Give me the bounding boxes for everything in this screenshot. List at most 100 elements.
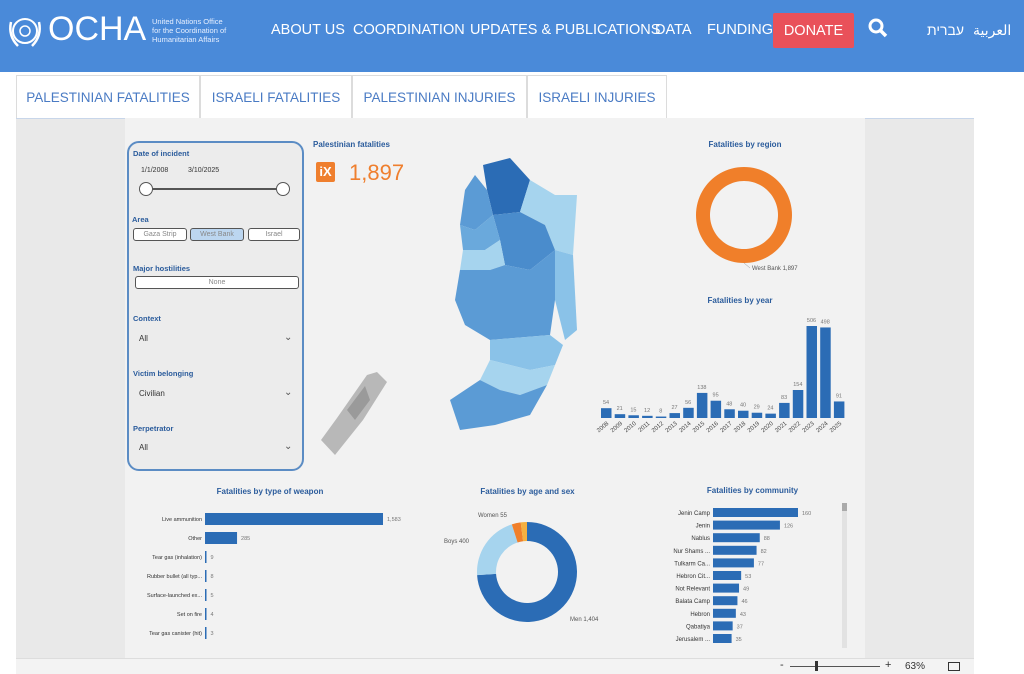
weapon-value-label: 285 [241, 536, 250, 542]
lang-arabic[interactable]: العربية [973, 22, 1012, 38]
weapon-bar [205, 627, 207, 639]
kpi-value: 1,897 [349, 160, 405, 185]
report-footer [16, 658, 974, 674]
community-value-label: 82 [761, 549, 767, 555]
chevron-down-icon[interactable]: ⌄ [284, 441, 293, 452]
boys-data-label: Boys 400 [444, 539, 470, 545]
year-bar [724, 409, 735, 418]
tab-israeli-injuries[interactable]: ISRAELI INJURIES [527, 75, 667, 118]
year-tick-label: 2009 [610, 421, 625, 435]
community-bar [713, 558, 754, 568]
weapon-bar-chart[interactable]: Live ammunition 1,583 Other 285 Tear gas (in… [125, 505, 425, 645]
community-value-label: 53 [745, 574, 751, 580]
tab-palestinian-injuries[interactable]: PALESTINIAN INJURIES [352, 75, 527, 118]
community-category-label: Qabatiya [686, 624, 711, 630]
community-value-label: 77 [758, 561, 764, 567]
donut-slice [511, 522, 524, 543]
victim-dropdown[interactable]: Civilian [139, 389, 165, 398]
community-value-label: 46 [741, 599, 747, 605]
chevron-down-icon[interactable]: ⌄ [284, 387, 293, 398]
community-bar [713, 520, 780, 530]
community-bar [713, 634, 732, 643]
year-bar-chart[interactable]: 54 2008 21 2009 15 2010 12 2011 8 2012 27 2013 56 201… [590, 310, 865, 440]
area-west-bank[interactable]: West Bank [190, 228, 244, 241]
community-category-label: Hebron Cit... [676, 574, 710, 580]
donut-slice [695, 167, 792, 263]
year-tick-label: 2015 [692, 421, 707, 435]
context-dropdown[interactable]: All [139, 334, 148, 343]
nav-about-us[interactable]: ABOUT US [271, 22, 345, 38]
year-tick-label: 2011 [638, 421, 652, 434]
fit-to-page-icon[interactable] [948, 662, 960, 671]
weapon-category-label: Tear gas (inhalation) [152, 555, 202, 561]
weapon-value-label: 1,583 [387, 517, 401, 523]
date-slider-start-handle[interactable] [139, 182, 153, 196]
date-slider-track[interactable] [147, 188, 283, 190]
year-value-label: 95 [713, 393, 719, 399]
tab-palestinian-fatalities[interactable]: PALESTINIAN FATALITIES [16, 75, 200, 118]
search-icon[interactable] [867, 17, 889, 39]
community-category-label: Nur Shams ... [673, 549, 710, 555]
lang-hebrew[interactable]: עברית [927, 22, 965, 38]
leader-line [743, 262, 751, 269]
donut-slice [477, 522, 577, 622]
area-israel[interactable]: Israel [248, 228, 300, 241]
community-bar [713, 608, 736, 618]
year-value-label: 91 [836, 393, 842, 399]
community-value-label: 88 [764, 536, 770, 542]
community-category-label: Jerusalem ... [676, 637, 711, 643]
weapon-category-label: Tear gas canister (hit) [149, 631, 202, 637]
year-bar [792, 390, 804, 418]
weapon-bar [205, 532, 238, 544]
year-tick-label: 2008 [596, 421, 611, 435]
community-value-label: 37 [737, 624, 743, 630]
west-bank-map[interactable] [315, 150, 585, 460]
nav-coordination[interactable]: COORDINATION [353, 22, 465, 38]
zoom-slider[interactable] [790, 666, 880, 667]
chevron-down-icon[interactable]: ⌄ [284, 332, 293, 343]
year-tick-label: 2020 [761, 421, 776, 435]
community-category-label: Jenin Camp [678, 511, 711, 517]
community-scrollbar[interactable] [842, 503, 847, 648]
year-bar [669, 413, 680, 418]
community-bar-chart[interactable]: Jenin Camp 160 Jenin 126 Nablus 88 Nur Shams .… [640, 504, 860, 649]
hostilities-none[interactable]: None [135, 276, 299, 289]
weapon-bar [205, 608, 207, 620]
year-value-label: 83 [781, 395, 787, 401]
year-tick-label: 2016 [706, 421, 721, 435]
donate-button[interactable]: DONATE [773, 13, 854, 48]
age-sex-donut-chart[interactable]: Men 1,404 Boys 400 Women 55 [430, 505, 630, 645]
year-value-label: 56 [685, 400, 691, 406]
nav-data[interactable]: DATA [655, 22, 692, 38]
date-end[interactable]: 3/10/2025 [188, 167, 220, 174]
area-gaza-strip[interactable]: Gaza Strip [133, 228, 187, 241]
community-bar [713, 545, 757, 555]
date-slider-end-handle[interactable] [276, 182, 290, 196]
date-start[interactable]: 1/1/2008 [141, 167, 169, 174]
year-value-label: 27 [671, 405, 677, 411]
year-bar [779, 402, 790, 418]
tab-israeli-fatalities[interactable]: ISRAELI FATALITIES [200, 75, 352, 118]
fatality-icon: iX [316, 162, 335, 182]
zoom-out-button[interactable]: - [780, 659, 784, 671]
nav-funding[interactable]: FUNDING [707, 22, 774, 38]
perpetrator-dropdown[interactable]: All [139, 443, 148, 452]
year-bar [765, 413, 776, 418]
zoom-in-button[interactable]: + [885, 659, 892, 671]
community-category-label: Jenin [696, 524, 710, 530]
year-value-label: 138 [697, 385, 706, 391]
zoom-slider-handle[interactable] [815, 661, 818, 671]
weapon-value-label: 8 [211, 574, 214, 580]
year-value-label: 48 [726, 401, 732, 407]
year-tick-label: 2013 [665, 421, 680, 435]
year-value-label: 21 [617, 406, 623, 412]
year-tick-label: 2025 [829, 421, 844, 435]
logo-text[interactable]: OCHA [48, 10, 147, 48]
community-category-label: Nablus [691, 536, 710, 542]
region-donut-chart[interactable]: West Bank 1,897 [690, 160, 820, 275]
nav-updates[interactable]: UPDATES & PUBLICATIONS [470, 22, 661, 38]
year-bar [710, 400, 722, 418]
year-value-label: 54 [603, 400, 609, 406]
filter-panel: Date of incident 1/1/2008 3/10/2025 Area… [127, 141, 304, 471]
year-tick-label: 2019 [747, 421, 762, 435]
